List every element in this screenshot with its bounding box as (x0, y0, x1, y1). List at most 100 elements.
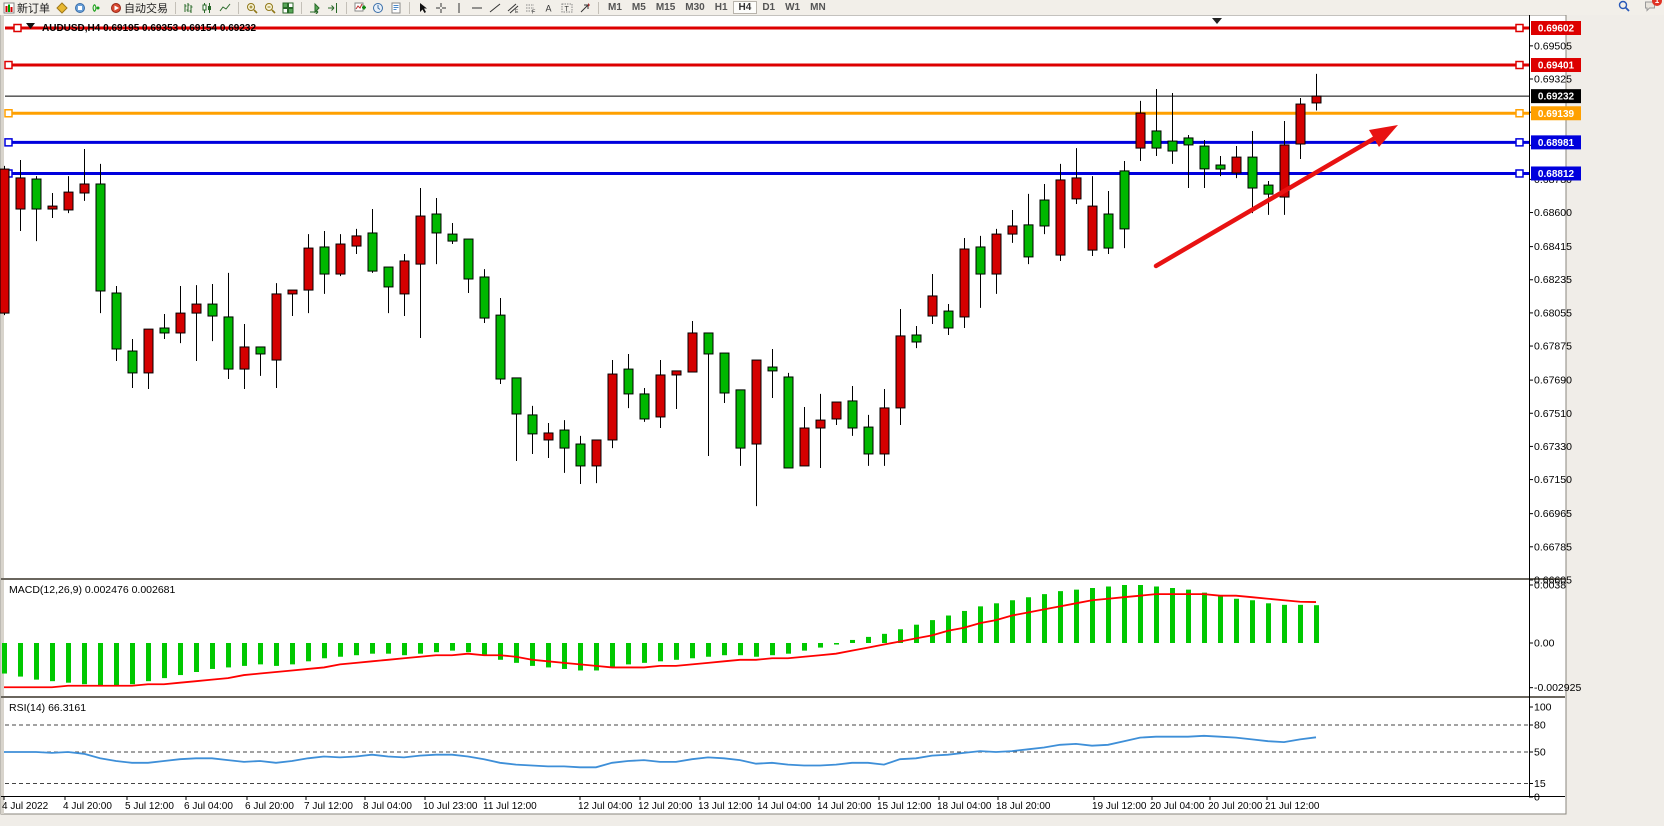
equidistant-channel-button[interactable]: E (504, 1, 522, 15)
candle (1103, 190, 1114, 254)
macd-axis-label: -0.002925 (1534, 682, 1581, 694)
time-axis-label: 6 Jul 20:00 (245, 801, 294, 812)
chart-canvas[interactable]: 0.695050.693250.691450.689650.687800.686… (0, 14, 1664, 826)
arrows-button[interactable] (576, 1, 594, 15)
rsi-axis-label: 15 (1534, 778, 1546, 790)
auto-scroll-button[interactable] (306, 1, 324, 15)
timeframe-button-h1[interactable]: H1 (714, 2, 728, 13)
candle (415, 188, 426, 338)
rsi-axis-label: 50 (1534, 747, 1546, 759)
chart-shift-icon (328, 2, 337, 13)
chart-shift-button[interactable] (324, 1, 342, 15)
time-axis-label: 14 Jul 20:00 (817, 801, 872, 812)
crosshair-icon (436, 2, 446, 13)
chart-shift-marker[interactable] (1212, 18, 1222, 24)
candle (863, 414, 874, 466)
cursor-button[interactable] (414, 1, 432, 15)
timeframe-button-m30[interactable]: M30 (685, 2, 705, 13)
market-watch-button[interactable] (53, 1, 71, 15)
line-handle-left[interactable] (4, 109, 13, 118)
periods-button[interactable] (369, 1, 387, 15)
candle (367, 209, 378, 273)
panel-separator-macd[interactable] (1, 578, 1565, 580)
timeframe-button-m5[interactable]: M5 (631, 2, 646, 13)
candle (767, 348, 778, 398)
chart-menu-arrow[interactable] (26, 23, 35, 29)
candle (143, 328, 154, 389)
auto-trading-button[interactable]: 自动交易 (107, 1, 171, 15)
fibonacci-button[interactable]: F (522, 1, 540, 15)
timeframe-button-h4[interactable]: H4 (732, 1, 758, 14)
horizontal-line-button[interactable] (468, 1, 486, 15)
candle (207, 283, 218, 342)
toolbar-separator (175, 1, 176, 14)
toolbar-separator (409, 1, 410, 14)
line-handle-left[interactable] (4, 60, 13, 70)
chart-window[interactable]: 0.695050.693250.691450.689650.687800.686… (0, 14, 1664, 826)
bar-chart-button[interactable] (180, 1, 198, 15)
price-axis-label: 0.66785 (1534, 541, 1572, 553)
vertical-line-button[interactable] (450, 1, 468, 15)
tile-windows-icon (282, 2, 294, 13)
timeframe-button-m15[interactable]: M15 (655, 2, 676, 13)
timeframe-button-w1[interactable]: W1 (785, 2, 801, 13)
toolbar-separator (238, 1, 239, 14)
indicators-button[interactable] (351, 1, 369, 15)
search-button[interactable] (1618, 0, 1630, 15)
time-axis-label: 18 Jul 20:00 (996, 801, 1051, 812)
candle (463, 238, 474, 294)
crosshair-button[interactable] (432, 1, 450, 15)
candlestick-chart-button[interactable] (198, 1, 216, 15)
zoom-out-button[interactable] (261, 1, 279, 15)
indicators-icon (354, 2, 366, 11)
toolbar-separator (598, 1, 599, 14)
timeframe-button-mn[interactable]: MN (810, 2, 826, 13)
price-tag-0.68981 (1531, 135, 1581, 150)
line-handle-left[interactable] (4, 138, 13, 147)
time-axis-label: 7 Jul 12:00 (304, 801, 353, 812)
candle (31, 176, 42, 242)
notification-badge: 1 (1652, 0, 1662, 6)
line-handle-right[interactable] (1515, 138, 1524, 147)
text-icon: A (546, 3, 552, 13)
panel-separator-rsi[interactable] (1, 696, 1565, 698)
line-chart-button[interactable] (216, 1, 234, 15)
candle (879, 388, 890, 466)
line-handle-right[interactable] (1515, 109, 1524, 118)
line-handle-right[interactable] (1515, 23, 1524, 33)
svg-text:T: T (565, 6, 570, 13)
text-button[interactable]: A (540, 1, 558, 15)
templates-button[interactable] (387, 1, 405, 15)
candle (175, 286, 186, 344)
text-label-button[interactable]: T (558, 1, 576, 15)
cursor-icon (420, 2, 427, 13)
candle (495, 297, 506, 384)
candle (63, 176, 74, 214)
zoom-in-button[interactable] (243, 1, 261, 15)
signals-button[interactable] (89, 1, 107, 15)
timeframe-button-m1[interactable]: M1 (608, 2, 622, 13)
candle (447, 223, 458, 245)
line-handle-right[interactable] (1515, 169, 1524, 178)
candle (95, 163, 106, 314)
chat-button[interactable]: 1 (1644, 0, 1662, 15)
candle (431, 197, 442, 265)
candle (815, 393, 826, 468)
tile-windows-button[interactable] (279, 1, 297, 15)
timeframe-button-d1[interactable]: D1 (762, 2, 776, 13)
trend-arrow-line[interactable] (1153, 131, 1385, 269)
line-handle-right[interactable] (1515, 60, 1524, 70)
candle (943, 304, 954, 335)
candle (911, 325, 922, 349)
candle (191, 285, 202, 361)
time-axis-label: 18 Jul 04:00 (937, 801, 992, 812)
price-tag-label: 0.69232 (1538, 92, 1575, 103)
candle (1023, 193, 1034, 265)
candle (127, 339, 138, 389)
line-handle-left[interactable] (13, 23, 22, 33)
data-window-button[interactable] (71, 1, 89, 15)
toolbar-separator (301, 1, 302, 14)
new-order-button[interactable]: 新订单 (0, 1, 53, 15)
auto-trading-icon (111, 2, 121, 13)
trendline-button[interactable] (486, 1, 504, 15)
